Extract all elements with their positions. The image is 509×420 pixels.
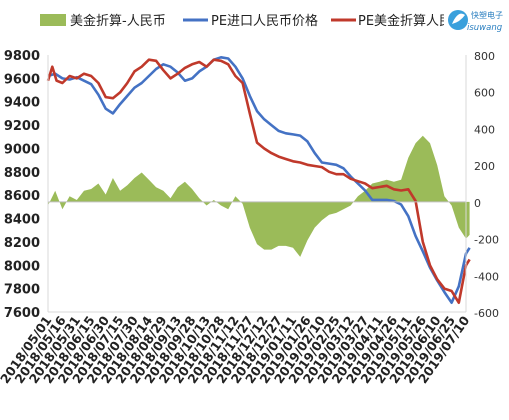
area-series-group xyxy=(48,135,470,257)
logo-text-cn: 快塑电子 xyxy=(471,10,503,20)
legend-swatch-area xyxy=(40,14,66,26)
right-tick-label: 800 xyxy=(474,50,495,63)
right-tick-label: 0 xyxy=(474,197,481,210)
line-series-group xyxy=(46,56,471,304)
right-tick-label: -600 xyxy=(474,307,499,320)
legend-label-import: PE进口人民币价格 xyxy=(211,13,318,29)
left-tick-label: 9600 xyxy=(4,72,40,87)
left-tick-label: 8000 xyxy=(4,259,40,274)
left-tick-label: 8400 xyxy=(4,213,40,228)
left-tick-label: 9800 xyxy=(4,49,40,64)
left-tick-label: 8600 xyxy=(4,189,40,204)
left-tick-label: 8200 xyxy=(4,236,40,251)
left-tick-label: 8800 xyxy=(4,166,40,181)
logo: 快塑电子 isuwang xyxy=(444,4,508,40)
left-tick-label: 9000 xyxy=(4,143,40,158)
left-tick-label: 9400 xyxy=(4,96,40,111)
axes-group: 9800960094009200900088008600840082008000… xyxy=(0,49,499,386)
left-tick-label: 7600 xyxy=(4,306,40,321)
right-tick-label: -200 xyxy=(474,234,499,247)
logo-leaf-icon xyxy=(452,13,465,24)
right-tick-label: 600 xyxy=(474,87,495,100)
left-tick-label: 7800 xyxy=(4,283,40,298)
line-series-import-price xyxy=(47,56,471,304)
right-tick-label: -400 xyxy=(474,270,499,283)
area-series-diff xyxy=(48,135,470,257)
left-tick-label: 9200 xyxy=(4,119,40,134)
legend-label-usd: PE美金折算人民币 xyxy=(358,13,465,29)
legend-group: 美金折算-人民币 PE进口人民币价格 PE美金折算人民币 快塑电子 isuwang xyxy=(40,4,508,40)
right-tick-label: 200 xyxy=(474,160,495,173)
legend-label-diff: 美金折算-人民币 xyxy=(70,13,166,29)
logo-text-en: isuwang xyxy=(467,23,503,33)
right-tick-label: 400 xyxy=(474,123,495,136)
line-series-usd-converted xyxy=(46,58,471,304)
